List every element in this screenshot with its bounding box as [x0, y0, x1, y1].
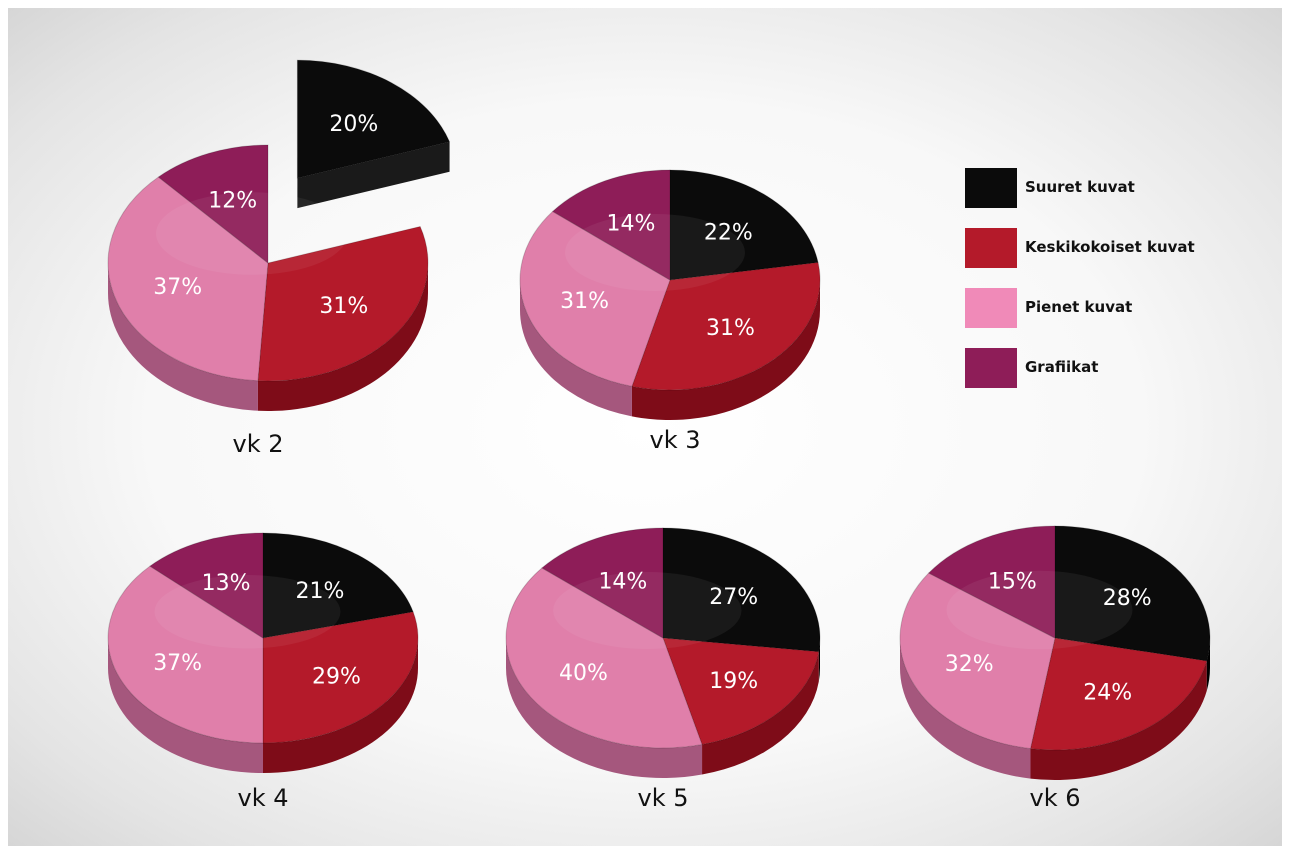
legend-swatch — [965, 288, 1017, 328]
slice-value-label: 31% — [319, 294, 368, 319]
pie-slice-suuret-kuvat — [296, 59, 451, 179]
pie-slice-grafiikat — [541, 527, 664, 639]
slice-value-label: 20% — [329, 112, 378, 137]
pie-gloss — [154, 575, 341, 649]
pie-slice-keskikokoiset-kuvat — [262, 611, 419, 744]
pie-slice-suuret-kuvat — [669, 169, 819, 281]
pie-side-keskikokoiset-kuvat — [257, 263, 428, 411]
pie-side-keskikokoiset-kuvat — [263, 638, 418, 773]
pie-slice-suuret-kuvat — [262, 532, 414, 639]
legend-swatch — [965, 228, 1017, 268]
pie-slice-suuret-kuvat — [1054, 525, 1211, 662]
slice-value-label: 27% — [709, 585, 758, 610]
slice-value-label: 12% — [208, 188, 257, 213]
pie-caption: vk 5 — [637, 784, 689, 812]
chart-canvas: 20% 31% 37% 12% vk 2 22% 31% 31% 14% vk 3 21% 2… — [8, 8, 1282, 846]
pie-slice-pienet-kuvat — [505, 567, 703, 749]
legend-label: Grafiikat — [1025, 358, 1099, 376]
slice-value-label: 32% — [945, 652, 994, 677]
slice-value-label: 19% — [709, 669, 758, 694]
slice-value-label: 37% — [153, 651, 202, 676]
pie-chart-vk5: 27% 19% 40% 14% vk 5 — [503, 527, 833, 846]
pie-side-suuret-kuvat — [1206, 638, 1210, 691]
legend-swatch — [965, 168, 1017, 208]
pie-slice-grafiikat — [927, 525, 1056, 639]
pie-caption: vk 2 — [232, 430, 284, 458]
pie-chart-vk2: 20% 31% 37% 12% vk 2 — [103, 59, 451, 458]
pie-gloss — [565, 214, 745, 291]
pie-side-keskikokoiset-kuvat — [702, 651, 819, 775]
pie-chart-svg: 22% 31% 31% 14% — [519, 169, 821, 420]
slice-value-label: 14% — [598, 569, 647, 594]
pie-chart-vk3: 22% 31% 31% 14% vk 3 — [519, 169, 850, 490]
pie-gloss — [553, 572, 742, 649]
pie-chart-svg: 21% 29% 37% 13% — [107, 532, 419, 773]
pie-cut-suuret-kuvat — [297, 141, 450, 209]
slice-value-label: 40% — [559, 661, 608, 686]
pie-chart-svg: 20% 31% 37% 12% — [107, 59, 451, 411]
pie-side-pienet-kuvat — [900, 638, 1031, 779]
pie-slice-pienet-kuvat — [899, 572, 1056, 750]
pie-slice-grafiikat — [149, 532, 264, 639]
pie-caption: vk 3 — [649, 426, 701, 454]
pie-slice-pienet-kuvat — [107, 176, 269, 382]
pie-side-pienet-kuvat — [520, 280, 632, 417]
legend-item-keskikokoiset-kuvat: Keskikokoiset kuvat — [965, 228, 1265, 268]
pie-caption: vk 6 — [1029, 784, 1081, 812]
pie-side-keskikokoiset-kuvat — [631, 280, 820, 420]
slice-value-label: 29% — [312, 664, 361, 689]
legend-item-pienet-kuvat: Pienet kuvat — [965, 288, 1265, 328]
slice-value-label: 21% — [296, 579, 345, 604]
chart-legend: Suuret kuvat Keskikokoiset kuvat Pienet … — [965, 168, 1265, 408]
pie-chart-svg: 27% 19% 40% 14% — [505, 527, 821, 778]
legend-label: Pienet kuvat — [1025, 298, 1133, 316]
pie-gloss — [156, 192, 348, 275]
slice-value-label: 37% — [153, 275, 202, 300]
pie-slice-grafiikat — [551, 169, 671, 281]
slice-value-label: 31% — [560, 289, 609, 314]
pie-chart-svg: 28% 24% 32% 15% — [899, 525, 1211, 780]
slice-value-label: 13% — [202, 571, 251, 596]
legend-item-suuret-kuvat: Suuret kuvat — [965, 168, 1265, 208]
pie-chart-vk4: 21% 29% 37% 13% vk 4 — [107, 528, 438, 846]
pie-side-keskikokoiset-kuvat — [1030, 660, 1207, 780]
slice-value-label: 24% — [1083, 681, 1132, 706]
slice-value-label: 15% — [988, 569, 1037, 594]
pie-slice-suuret-kuvat — [662, 527, 821, 653]
legend-label: Keskikokoiset kuvat — [1025, 238, 1195, 256]
pie-slice-keskikokoiset-kuvat — [662, 637, 820, 746]
pie-gloss — [946, 570, 1133, 650]
pie-caption: vk 4 — [237, 784, 289, 812]
pie-slice-keskikokoiset-kuvat — [1029, 637, 1208, 751]
pie-slice-keskikokoiset-kuvat — [631, 261, 821, 391]
pie-side-pienet-kuvat — [108, 263, 258, 411]
slice-value-label: 22% — [704, 220, 753, 245]
slice-value-label: 28% — [1103, 586, 1152, 611]
pie-slice-grafiikat — [157, 144, 269, 265]
pie-chart-vk6: 28% 24% 32% 15% vk 6 — [895, 525, 1225, 846]
legend-swatch — [965, 348, 1017, 388]
pie-side-pienet-kuvat — [108, 638, 263, 773]
pie-slice-pienet-kuvat — [107, 565, 264, 744]
legend-label: Suuret kuvat — [1025, 178, 1135, 196]
slice-value-label: 31% — [706, 316, 755, 341]
pie-slice-pienet-kuvat — [519, 210, 671, 387]
legend-item-grafiikat: Grafiikat — [965, 348, 1265, 388]
pie-side-suuret-kuvat — [818, 638, 820, 682]
pie-side-pienet-kuvat — [506, 638, 703, 778]
pie-slice-keskikokoiset-kuvat — [257, 225, 429, 382]
slice-value-label: 14% — [606, 212, 655, 237]
